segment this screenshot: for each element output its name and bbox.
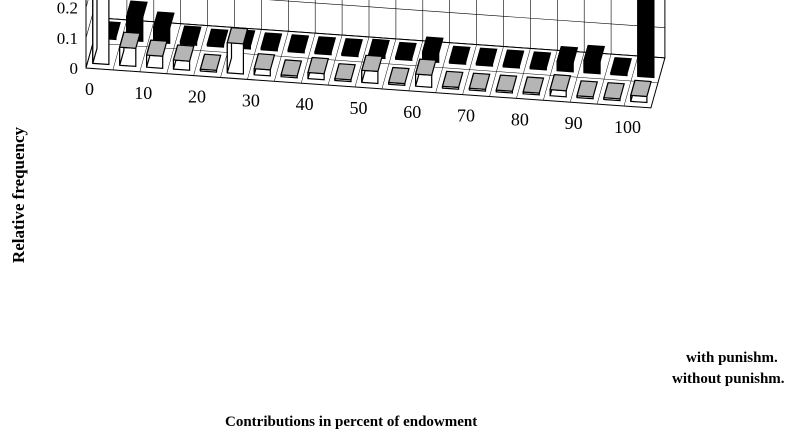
y-tick-label: 0 bbox=[70, 59, 79, 78]
x-tick-labels: 0 10 20 30 40 50 60 70 80 90 100 bbox=[85, 79, 641, 137]
bar-without-punishment-90 bbox=[576, 80, 599, 100]
bar-without-punishment-65 bbox=[441, 70, 464, 90]
x-tick-label: 70 bbox=[457, 106, 475, 126]
bar-without-punishment-80 bbox=[522, 76, 545, 96]
bar-with-punishment-35 bbox=[287, 34, 310, 54]
x-tick-label: 0 bbox=[85, 79, 94, 99]
bar-without-punishment-10 bbox=[145, 39, 168, 69]
x-tick-label: 40 bbox=[296, 94, 314, 114]
bar-without-punishment-95 bbox=[603, 82, 625, 102]
y-tick-labels: 00.10.20.30.40.50.60.70.80.91 bbox=[57, 0, 79, 78]
bar-without-punishment-55 bbox=[387, 66, 410, 87]
bar-without-punishment-85 bbox=[549, 73, 572, 98]
x-tick-label: 60 bbox=[403, 102, 421, 122]
bar-without-punishment-0 bbox=[92, 0, 110, 66]
bar-without-punishment-40 bbox=[307, 56, 330, 81]
x-tick-label: 90 bbox=[565, 113, 583, 133]
x-tick-label: 10 bbox=[134, 83, 152, 103]
x-tick-label: 30 bbox=[242, 90, 260, 110]
bar-with-punishment-100 bbox=[637, 0, 655, 79]
bar-with-punishment-40 bbox=[314, 36, 337, 56]
x-tick-label: 100 bbox=[614, 117, 641, 137]
bar-with-punishment-20 bbox=[206, 28, 229, 48]
bar-without-punishment-50 bbox=[361, 54, 383, 85]
y-axis-label: Relative frequency bbox=[9, 126, 28, 263]
bar-without-punishment-60 bbox=[414, 58, 437, 88]
x-tick-label: 80 bbox=[511, 109, 529, 129]
bar-with-punishment-30 bbox=[260, 32, 283, 52]
bar-with-punishment-95 bbox=[610, 57, 632, 77]
bar-without-punishment-5 bbox=[118, 31, 141, 68]
bar-without-punishment-15 bbox=[172, 44, 195, 71]
bar-with-punishment-55 bbox=[394, 41, 417, 62]
bar-with-punishment-15 bbox=[179, 25, 202, 46]
bar-with-punishment-50 bbox=[368, 38, 390, 60]
bar-without-punishment-70 bbox=[468, 72, 491, 92]
y-tick-label: 0.2 bbox=[57, 0, 78, 18]
bar-with-punishment-75 bbox=[502, 49, 525, 69]
bar-without-punishment-20 bbox=[199, 53, 222, 73]
bar-without-punishment-35 bbox=[280, 59, 303, 79]
x-tick-label: 50 bbox=[349, 98, 367, 118]
series-label-without-punishment: without punishm. bbox=[672, 371, 785, 387]
bar-without-punishment-100 bbox=[630, 79, 652, 104]
bar-without-punishment-75 bbox=[495, 74, 518, 94]
bar-with-punishment-80 bbox=[529, 51, 552, 71]
y-tick-label: 0.1 bbox=[57, 29, 78, 48]
bar-without-punishment-25 bbox=[226, 27, 249, 75]
bar-with-punishment-90 bbox=[583, 44, 606, 75]
bar-with-punishment-85 bbox=[556, 45, 579, 73]
series-label-with-punishment: with punishm. bbox=[686, 350, 778, 366]
bars bbox=[92, 0, 655, 104]
x-axis-label: Contributions in percent of endowment bbox=[225, 414, 477, 429]
x-tick-label: 20 bbox=[188, 87, 206, 107]
bar-with-punishment-45 bbox=[341, 38, 363, 58]
bar-with-punishment-70 bbox=[475, 47, 498, 67]
bar-with-punishment-65 bbox=[448, 45, 471, 65]
bar-without-punishment-45 bbox=[334, 63, 356, 83]
bar-without-punishment-30 bbox=[253, 53, 276, 77]
